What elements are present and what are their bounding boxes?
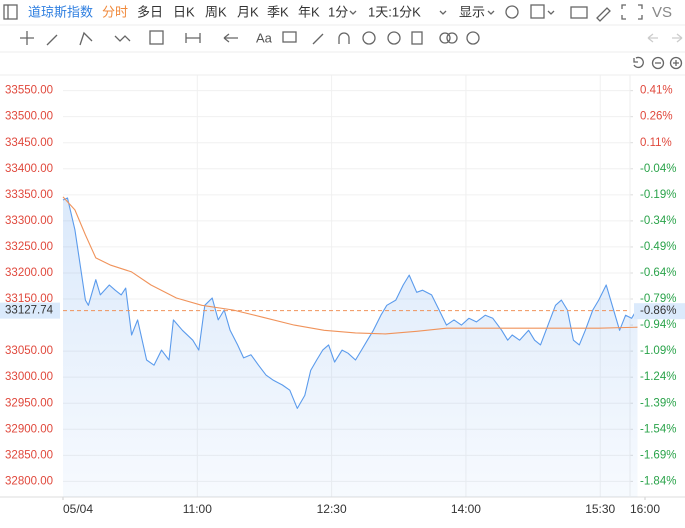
tab[interactable]: 日K (173, 4, 195, 19)
tab[interactable]: 年K (298, 4, 320, 19)
comment-tool[interactable] (282, 31, 297, 43)
tab[interactable]: 多日 (137, 4, 163, 19)
tab[interactable]: 月K (237, 4, 259, 19)
y-tick-label: 33150.00 (5, 293, 53, 305)
last-price-box (0, 302, 60, 319)
symbol[interactable]: 道琼斯指数 (28, 4, 93, 19)
y-tick-label: 33000.00 (5, 371, 53, 383)
range-tool[interactable] (185, 33, 201, 43)
tab[interactable]: 季K (267, 4, 289, 19)
y2-tick-label: -0.34% (640, 215, 676, 227)
compare[interactable]: VS (652, 4, 672, 21)
y2-tick-label: -1.24% (640, 371, 676, 383)
y-tick-label: 32900.00 (5, 423, 53, 435)
chevron (439, 10, 447, 15)
y2-tick-label: -0.04% (640, 163, 676, 175)
sidebar-toggle[interactable] (3, 4, 18, 20)
y-tick-label: 33350.00 (5, 189, 53, 201)
range[interactable]: 1天:1分K (368, 4, 421, 19)
y2-tick-label: -1.39% (640, 397, 676, 409)
settings-icon[interactable] (505, 5, 519, 19)
x-tick-label: 16:00 (630, 502, 660, 516)
price-area (63, 198, 638, 497)
y2-tick-label: 0.41% (640, 85, 673, 97)
move-icon[interactable] (20, 31, 34, 45)
brush-tool[interactable] (312, 33, 324, 45)
pen-icon[interactable] (596, 7, 611, 22)
x-tick-label: 12:30 (317, 502, 347, 516)
chevron (349, 10, 357, 15)
camera-icon[interactable] (570, 6, 588, 19)
hide-tool[interactable] (362, 31, 376, 45)
last-change-label: -0.86% (640, 305, 676, 317)
zoom-in[interactable] (669, 56, 683, 70)
x-tick-label: 05/04 (63, 502, 93, 516)
y2-tick-label: -1.54% (640, 423, 676, 435)
y-tick-label: 33250.00 (5, 241, 53, 253)
tab[interactable]: 周K (205, 4, 227, 19)
x-tick-label: 14:00 (451, 502, 481, 516)
zoom-out[interactable] (651, 56, 665, 70)
y2-tick-label: -1.84% (640, 475, 676, 487)
y2-tick-label: -0.19% (640, 189, 676, 201)
y-tick-label: 32800.00 (5, 475, 53, 487)
line-tool[interactable] (46, 34, 58, 46)
zoom-in-sign (673, 60, 679, 66)
last-price-label: 33127.74 (5, 305, 54, 317)
measure-tool[interactable] (149, 30, 164, 45)
redo[interactable] (672, 33, 683, 43)
y2-tick-label: -1.09% (640, 345, 676, 357)
y2-tick-label: -1.69% (640, 449, 676, 461)
chevron (487, 10, 495, 15)
y2-tick-label: 0.26% (640, 111, 673, 123)
y-tick-label: 33550.00 (5, 85, 53, 97)
lock-tool[interactable] (387, 31, 401, 45)
text-tool[interactable]: Aa (256, 30, 273, 45)
average-line (62, 196, 638, 335)
y2-tick-label: -0.79% (640, 293, 676, 305)
wave-tool[interactable] (114, 35, 131, 42)
x-tick-label: 15:30 (585, 502, 615, 516)
last-change-box (634, 303, 685, 320)
y-tick-label: 32950.00 (5, 397, 53, 409)
x-tick-label: 11:00 (183, 502, 212, 516)
reset-zoom[interactable] (633, 56, 644, 69)
y-tick-label: 33050.00 (5, 345, 53, 357)
interval[interactable]: 1分 (328, 4, 348, 19)
y-tick-label: 32850.00 (5, 449, 53, 461)
y-tick-label: 33500.00 (5, 111, 53, 123)
layers-tool-2 (446, 32, 458, 44)
y2-tick-label: -0.94% (640, 319, 676, 331)
y2-tick-label: 0.11% (640, 137, 672, 149)
y-tick-label: 33400.00 (5, 163, 53, 175)
layers-tool[interactable] (439, 32, 451, 44)
magnet-tool[interactable] (338, 32, 350, 44)
tool-settings[interactable] (466, 31, 480, 45)
polyline-tool[interactable] (79, 31, 93, 46)
checkbox-icon[interactable] (530, 4, 545, 19)
y-tick-label: 33200.00 (5, 267, 53, 279)
fullscreen-icon[interactable] (621, 4, 643, 20)
tab[interactable]: 分时 (102, 4, 128, 19)
y-tick-label: 33300.00 (5, 215, 53, 227)
y2-tick-label: -0.64% (640, 267, 676, 279)
y2-tick-label: -0.49% (640, 241, 676, 253)
display[interactable]: 显示 (459, 4, 485, 19)
delete-tool[interactable] (411, 31, 423, 45)
chevron (547, 10, 555, 15)
y-tick-label: 33450.00 (5, 137, 53, 149)
undo[interactable] (647, 33, 658, 43)
arrow-tool[interactable] (223, 33, 238, 43)
